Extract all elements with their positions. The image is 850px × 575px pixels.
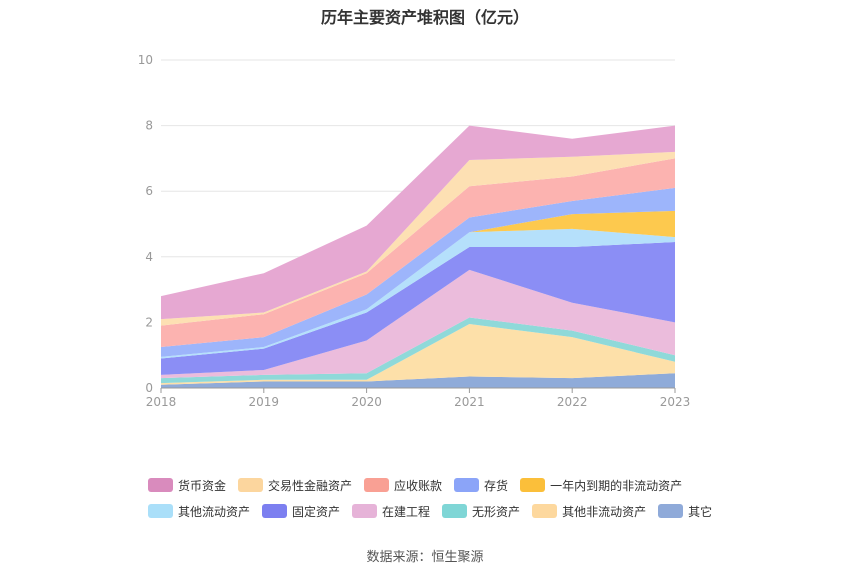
legend-label: 一年内到期的非流动资产 xyxy=(550,478,683,493)
legend-swatch xyxy=(148,478,173,492)
chart-plot: 0 2 4 6 8 10 2018 2019 2020 2021 2022 2023 xyxy=(138,53,691,409)
x-tick-label: 2018 xyxy=(146,395,177,409)
legend-item[interactable]: 其他非流动资产 xyxy=(532,503,646,520)
area-其它 xyxy=(161,373,675,388)
source-note: 数据来源：恒生聚源 xyxy=(366,550,484,565)
legend-item[interactable]: 固定资产 xyxy=(262,503,340,520)
area-series xyxy=(161,125,675,388)
x-tick-label: 2022 xyxy=(557,395,588,409)
legend-swatch xyxy=(238,478,264,492)
area-其他流动资产 xyxy=(161,228,675,359)
legend-label: 存货 xyxy=(484,478,509,493)
legend-swatch xyxy=(148,504,173,518)
legend-item[interactable]: 其他流动资产 xyxy=(148,503,250,520)
legend-swatch xyxy=(442,504,468,518)
legend-swatch xyxy=(454,478,480,492)
area-存货 xyxy=(161,187,675,357)
legend-swatch xyxy=(364,478,390,492)
legend-label: 交易性金融资产 xyxy=(268,478,353,493)
legend-item[interactable]: 无形资产 xyxy=(442,503,520,520)
area-货币资金 xyxy=(161,125,675,320)
y-tick-label: 0 xyxy=(145,381,153,395)
legend-swatch xyxy=(532,504,558,518)
axes: 0 2 4 6 8 10 2018 2019 2020 2021 2022 2023 xyxy=(138,53,691,409)
legend-row: 货币资金 交易性金融资产 应收账款 存货 一年内到期的非流动资产 xyxy=(148,472,728,498)
y-tick-label: 6 xyxy=(145,184,153,198)
legend-swatch xyxy=(262,504,288,518)
legend-swatch xyxy=(352,504,378,518)
legend-label: 无形资产 xyxy=(472,504,521,519)
x-tick-label: 2023 xyxy=(660,395,691,409)
y-tick-label: 10 xyxy=(138,53,153,67)
area-其他非流动资产 xyxy=(161,324,675,385)
legend-label: 固定资产 xyxy=(292,504,341,519)
legend-swatch xyxy=(520,478,546,492)
chart-title: 历年主要资产堆积图（亿元） xyxy=(320,8,529,27)
x-tick-label: 2019 xyxy=(249,395,280,409)
legend-item[interactable]: 交易性金融资产 xyxy=(238,477,352,494)
legend-item[interactable]: 存货 xyxy=(454,477,508,494)
legend-item[interactable]: 货币资金 xyxy=(148,477,226,494)
legend-item[interactable]: 应收账款 xyxy=(364,477,442,494)
legend-item[interactable]: 在建工程 xyxy=(352,503,430,520)
area-固定资产 xyxy=(161,242,675,375)
legend-item[interactable]: 一年内到期的非流动资产 xyxy=(520,477,682,494)
area-在建工程 xyxy=(161,269,675,379)
legend-label: 应收账款 xyxy=(394,478,443,493)
x-tick-label: 2020 xyxy=(351,395,382,409)
legend-swatch xyxy=(658,504,684,518)
legend-label: 在建工程 xyxy=(382,504,431,519)
legend-label: 其它 xyxy=(688,504,713,519)
legend-label: 其他非流动资产 xyxy=(562,504,647,519)
area-应收账款 xyxy=(161,158,675,347)
y-tick-label: 8 xyxy=(145,119,153,133)
legend: 货币资金 交易性金融资产 应收账款 存货 一年内到期的非流动资产 其他流动资产 固定资产 在… xyxy=(148,472,728,524)
area-无形资产 xyxy=(161,317,675,384)
legend-row: 其他流动资产 固定资产 在建工程 无形资产 其他非流动资产 其它 xyxy=(148,498,728,524)
y-tick-label: 2 xyxy=(145,315,153,329)
y-tick-label: 4 xyxy=(145,250,153,264)
legend-label: 货币资金 xyxy=(178,478,227,493)
legend-label: 其他流动资产 xyxy=(178,504,251,519)
area-一年内到期的非流动资产 xyxy=(161,210,675,357)
legend-item[interactable]: 其它 xyxy=(658,503,712,520)
x-tick-label: 2021 xyxy=(454,395,485,409)
